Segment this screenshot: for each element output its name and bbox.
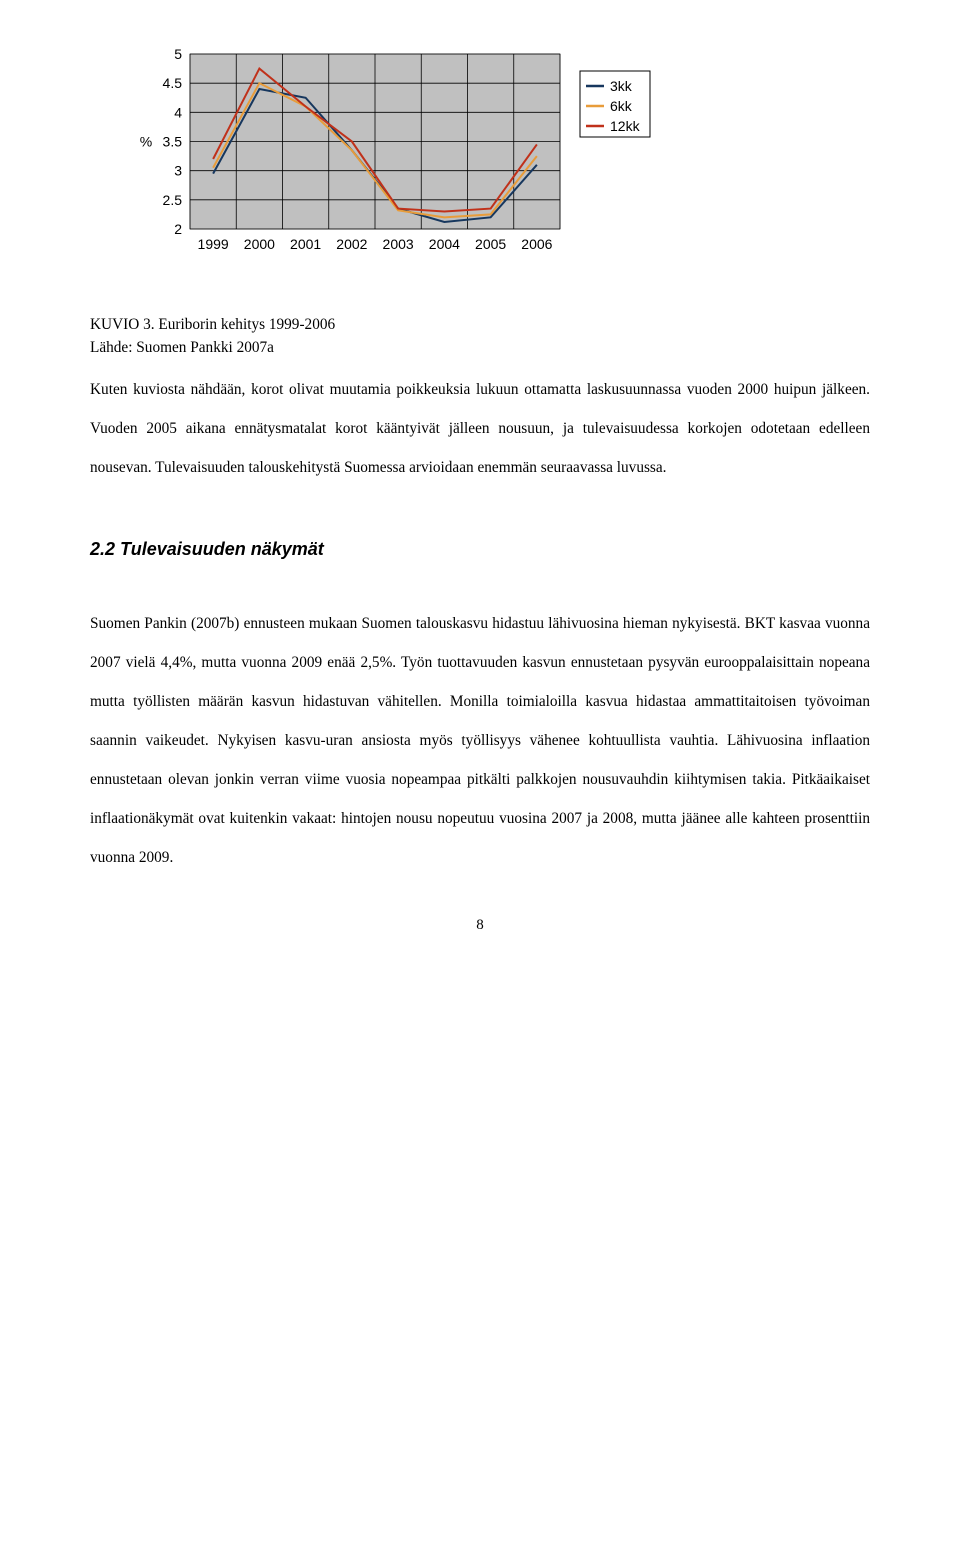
svg-text:%: % bbox=[140, 134, 152, 150]
page-number: 8 bbox=[90, 917, 870, 934]
svg-text:2002: 2002 bbox=[336, 236, 367, 252]
svg-text:3: 3 bbox=[174, 163, 182, 179]
svg-text:2001: 2001 bbox=[290, 236, 321, 252]
body-text: KUVIO 3. Euriborin kehitys 1999-2006 Läh… bbox=[90, 314, 870, 877]
caption-line2: Lähde: Suomen Pankki 2007a bbox=[90, 339, 274, 356]
svg-text:4.5: 4.5 bbox=[163, 75, 183, 91]
figure-caption: KUVIO 3. Euriborin kehitys 1999-2006 Läh… bbox=[90, 314, 870, 360]
paragraph-1: Kuten kuviosta nähdään, korot olivat muu… bbox=[90, 370, 870, 487]
svg-text:2005: 2005 bbox=[475, 236, 506, 252]
svg-text:12kk: 12kk bbox=[610, 118, 641, 134]
svg-text:2: 2 bbox=[174, 221, 182, 237]
chart-container: 5 4.5 4 3.5 3 2.5 2% 1999 2000 2001 2002 2003 2004 20… bbox=[110, 46, 870, 286]
svg-text:2004: 2004 bbox=[429, 236, 460, 252]
svg-text:1999: 1999 bbox=[198, 236, 229, 252]
section-heading: 2.2 Tulevaisuuden näkymät bbox=[90, 539, 870, 560]
svg-text:3.5: 3.5 bbox=[163, 134, 183, 150]
line-chart: 5 4.5 4 3.5 3 2.5 2% 1999 2000 2001 2002 2003 2004 20… bbox=[110, 46, 670, 286]
svg-text:4: 4 bbox=[174, 104, 182, 120]
caption-line1: KUVIO 3. Euriborin kehitys 1999-2006 bbox=[90, 316, 335, 333]
paragraph-2: Suomen Pankin (2007b) ennusteen mukaan S… bbox=[90, 604, 870, 877]
svg-text:2006: 2006 bbox=[521, 236, 552, 252]
svg-text:5: 5 bbox=[174, 46, 182, 62]
svg-text:2.5: 2.5 bbox=[163, 192, 183, 208]
svg-text:3kk: 3kk bbox=[610, 78, 633, 94]
svg-text:6kk: 6kk bbox=[610, 98, 633, 114]
svg-text:2000: 2000 bbox=[244, 236, 275, 252]
svg-text:2003: 2003 bbox=[383, 236, 414, 252]
